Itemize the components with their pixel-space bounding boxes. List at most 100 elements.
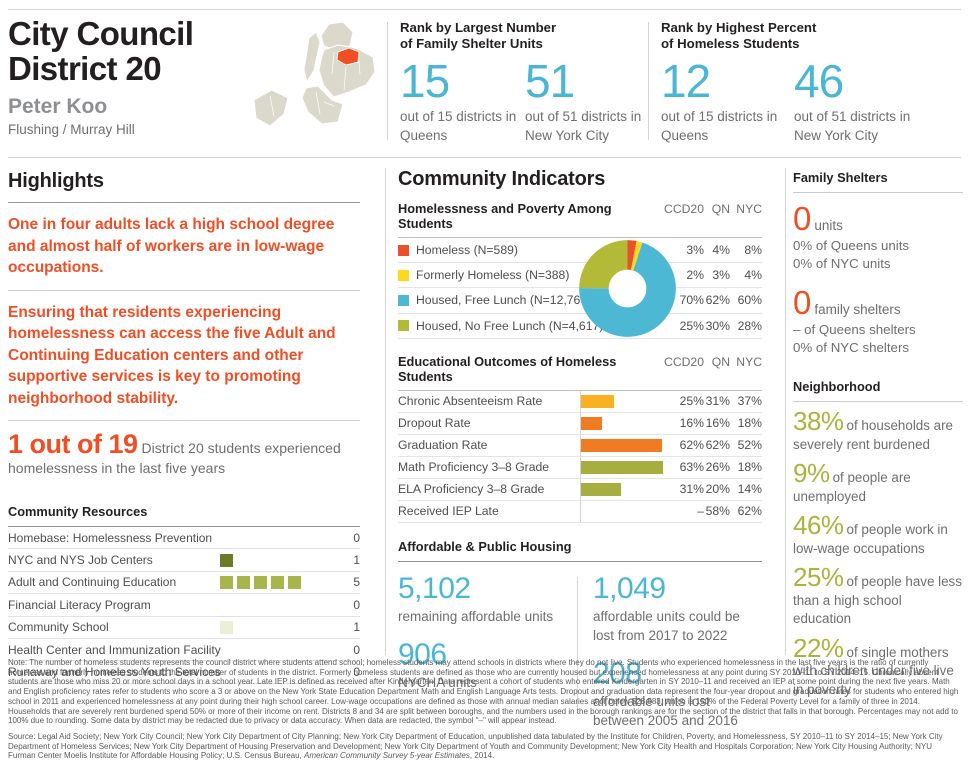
rank-value: 15 <box>400 55 450 107</box>
footer: Note: The number of homeless students re… <box>8 658 961 761</box>
rank-value: 51 <box>525 55 575 107</box>
table-row: Graduation Rate 62% 62% 52% <box>398 434 762 457</box>
top-divider <box>8 9 961 10</box>
stat-caption: affordable units lost between 2005 and 2… <box>593 693 738 728</box>
map-manhattan <box>303 31 321 83</box>
stat-line: 0% of NYC shelters <box>793 340 910 355</box>
stat-value: 208 <box>593 656 642 690</box>
resource-row: Financial Literacy Program 0 <box>8 594 360 617</box>
header-divider-2 <box>648 22 649 140</box>
poverty-table: Homelessness and Poverty Among Students … <box>398 201 762 339</box>
highlight-paragraph-1: One in four adults lack a high school de… <box>8 216 335 276</box>
stat-value: 22% <box>793 632 844 663</box>
stat-value: 25% <box>793 562 844 592</box>
legend-swatch <box>398 244 409 256</box>
outcomes-table: Educational Outcomes of Homeless Student… <box>398 354 762 523</box>
bar <box>581 416 602 430</box>
header-divider-1 <box>387 22 388 140</box>
rank-title: Rank by Highest Percent of Homeless Stud… <box>661 20 817 51</box>
column-divider-2 <box>785 168 786 655</box>
family-shelters-heading: Family Shelters <box>793 170 963 193</box>
resource-row: Health Center and Immunization Facility … <box>8 639 360 662</box>
neighborhood-heading: Neighborhood <box>793 379 963 402</box>
legend-swatch <box>398 294 409 306</box>
stat-value: 0 <box>793 200 812 237</box>
map-district-20-highlight <box>336 47 360 66</box>
map-staten-island <box>253 89 289 127</box>
highlights-column: Highlights One in four adults lack a hig… <box>8 170 360 684</box>
neighborhood-section: Neighborhood 38% of households are severe… <box>793 379 963 699</box>
bar <box>581 394 614 408</box>
table-row: Received IEP Late –58% 62% <box>398 500 762 523</box>
highlight-paragraph-2: Ensuring that residents experiencing hom… <box>8 303 336 407</box>
col-header-nyc: NYC <box>736 202 762 216</box>
resource-row: Homebase: Homelessness Prevention 0 <box>8 527 360 550</box>
affordable-housing-section: Affordable & Public Housing 5,102 remain… <box>398 539 762 730</box>
rank-group-homeless-students: Rank by Highest Percent of Homeless Stud… <box>661 20 961 145</box>
stat-text: of households are severely rent burdened <box>793 418 954 452</box>
bar <box>581 438 662 452</box>
neighborhood-stat: 9% of people are unemployed <box>793 460 963 506</box>
stat-caption: NYCHA units <box>398 674 477 690</box>
rank-value: 46 <box>794 55 844 107</box>
source-note: Source: Legal Aid Society; New York City… <box>8 731 943 761</box>
legend-swatch <box>398 269 409 281</box>
stat-value: 1 out of 19 <box>8 429 138 459</box>
legend-swatch <box>398 320 409 332</box>
table-row: Math Proficiency 3–8 Grade 63% 26% 18% <box>398 456 762 479</box>
col-header-ccd20: CCD20 <box>664 354 704 369</box>
homelessness-ratio-stat: 1 out of 19 District 20 students experien… <box>8 431 360 478</box>
stat-line: 0% of Queens units <box>793 238 910 253</box>
stat-value: 46% <box>793 510 844 540</box>
nyc-district-map <box>246 12 386 152</box>
rank-caption: out of 15 districts in Queens <box>400 109 517 143</box>
resource-row: Runaway and Homeless Youth Services 0 <box>8 661 360 684</box>
neighborhood-stat: 46% of people work in low-wage occupation… <box>793 512 963 558</box>
column-divider-1 <box>385 168 386 655</box>
col-header-qn: QN <box>711 354 730 369</box>
bar-track <box>580 434 700 456</box>
map-brooklyn <box>301 85 344 125</box>
col-header-ccd20: CCD20 <box>664 202 704 216</box>
divider <box>8 202 360 203</box>
table-row: Chronic Absenteeism Rate 25% 31% 37% <box>398 390 762 413</box>
rank-caption: out of 51 districts in New York City <box>794 109 911 143</box>
stat-value: 38% <box>793 406 844 436</box>
bar-track <box>580 390 700 412</box>
stat-value: 906 <box>398 637 447 671</box>
poverty-donut-chart <box>579 240 676 337</box>
table-row: ELA Proficiency 3–8 Grade 31% 20% 14% <box>398 478 762 501</box>
stat-text: of people work in low-wage occupations <box>793 522 948 556</box>
stat-label: units <box>814 218 843 233</box>
bar-track <box>580 500 700 522</box>
stat-line: – of Queens shelters <box>793 322 916 337</box>
stat-caption: remaining affordable units <box>398 608 554 624</box>
affordable-housing-heading: Affordable & Public Housing <box>398 539 762 562</box>
bar-track <box>580 478 700 500</box>
neighborhood-stat: 38% of households are severely rent burde… <box>793 408 963 454</box>
title-block: City Council District 20 Peter Koo Flush… <box>8 15 194 137</box>
stat-value: 1,049 <box>593 571 666 605</box>
housing-stat: 906 NYCHA units <box>398 637 577 692</box>
resource-count-squares <box>220 553 233 567</box>
council-member-name: Peter Koo <box>8 95 108 118</box>
divider <box>8 420 360 421</box>
page-title: City Council District 20 <box>8 15 194 87</box>
highlights-heading: Highlights <box>8 170 104 192</box>
poverty-table-header: Homelessness and Poverty Among Students … <box>398 201 762 238</box>
stat-caption: District 20 students experienced homeles… <box>8 440 341 476</box>
rank-title: Rank by Largest Number of Family Shelter… <box>400 20 557 51</box>
rank-value: 12 <box>661 55 711 107</box>
rank-stat: 15 out of 15 districts in Queens <box>400 57 525 145</box>
resource-count-squares <box>220 575 301 589</box>
stat-value: 0 <box>793 284 812 321</box>
header-bottom-divider <box>8 157 961 158</box>
nyc-map-svg <box>253 21 376 127</box>
stat-value: 9% <box>793 458 830 488</box>
community-indicators-column: Community Indicators Homelessness and Po… <box>398 168 762 730</box>
map-bronx <box>320 21 354 51</box>
table-row: Housed, No Free Lunch (N=4,617) 25% 30% 28… <box>398 314 762 339</box>
rank-group-shelter-units: Rank by Largest Number of Family Shelter… <box>400 20 646 145</box>
bar <box>581 460 663 474</box>
resource-count-squares <box>220 620 233 634</box>
